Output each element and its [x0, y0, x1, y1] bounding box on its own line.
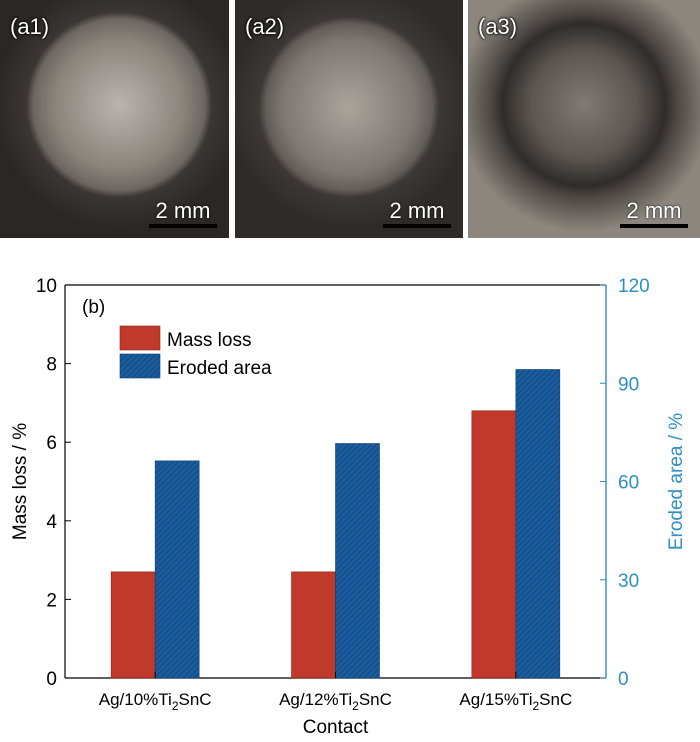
scale-bar-a1: 2 mm — [149, 200, 217, 228]
photo-a3: (a3) 2 mm — [468, 0, 700, 238]
bar-mass-loss — [291, 571, 336, 679]
y-tick-label-right: 30 — [618, 571, 639, 592]
x-tick-label: Ag/12%Ti2SnC — [279, 690, 392, 713]
scale-text-a3: 2 mm — [626, 198, 682, 223]
panel-label-a2: (a2) — [245, 14, 285, 39]
y-tick-label-left: 10 — [36, 276, 57, 297]
y-tick-label-left: 8 — [46, 355, 57, 376]
y-axis-title-left: Mass loss / % — [10, 423, 31, 540]
panel-label-a1: (a1) — [10, 14, 50, 39]
scale-text-a2: 2 mm — [389, 198, 445, 223]
x-tick-label: Ag/15%Ti2SnC — [459, 690, 572, 713]
photo-panels: (a1) 2 mm (a2) 2 mm (a3) 2 mm — [0, 0, 700, 238]
scale-bar-a3: 2 mm — [620, 200, 688, 228]
bar-mass-loss — [110, 571, 156, 679]
scale-line-a3 — [620, 224, 688, 228]
scale-line-a2 — [383, 224, 451, 228]
y-tick-label-left: 2 — [46, 590, 57, 611]
legend-swatch-mass-loss — [119, 325, 161, 351]
x-tick-label: Ag/10%Ti2SnC — [99, 690, 212, 713]
y-tick-label-left: 6 — [46, 433, 57, 454]
contact-surface-photo-a3 — [468, 0, 700, 238]
y-tick-label-right: 60 — [618, 473, 639, 494]
contact-surface-photo-a2 — [235, 0, 463, 238]
scale-text-a1: 2 mm — [155, 198, 211, 223]
bar-eroded-area — [154, 460, 200, 679]
y-axis-title-right: Eroded area / % — [666, 413, 687, 550]
y-tick-label-right: 90 — [618, 374, 639, 395]
y-tick-label-left: 0 — [46, 669, 57, 690]
bar-eroded-area — [335, 443, 380, 679]
panel-label-b: (b) — [82, 297, 105, 318]
photo-a1: (a1) 2 mm — [0, 0, 229, 238]
panel-label-a3: (a3) — [478, 14, 518, 39]
photo-a2: (a2) 2 mm — [235, 0, 463, 238]
legend-swatch-eroded-area — [119, 353, 161, 379]
legend-label-mass-loss: Mass loss — [167, 330, 251, 351]
legend-label-eroded-area: Eroded area — [167, 358, 272, 379]
plot-area: 0 2 4 6 8 10 0 30 60 90 120 Ag/10%Ti2SnC Ag/12%Ti2Sn… — [10, 276, 687, 738]
scale-line-a1 — [149, 224, 217, 228]
bar-eroded-area — [515, 369, 561, 679]
y-tick-label-right: 120 — [618, 276, 650, 297]
scale-bar-a2: 2 mm — [383, 200, 451, 228]
y-tick-label-right: 0 — [618, 669, 629, 690]
x-axis-title: Contact — [303, 717, 369, 738]
bar-mass-loss — [471, 410, 517, 679]
contact-surface-photo-a1 — [0, 0, 229, 238]
y-tick-label-left: 4 — [46, 512, 57, 533]
bar-chart: 0 2 4 6 8 10 0 30 60 90 120 Ag/10%Ti2SnC Ag/12%Ti2Sn… — [10, 276, 687, 738]
